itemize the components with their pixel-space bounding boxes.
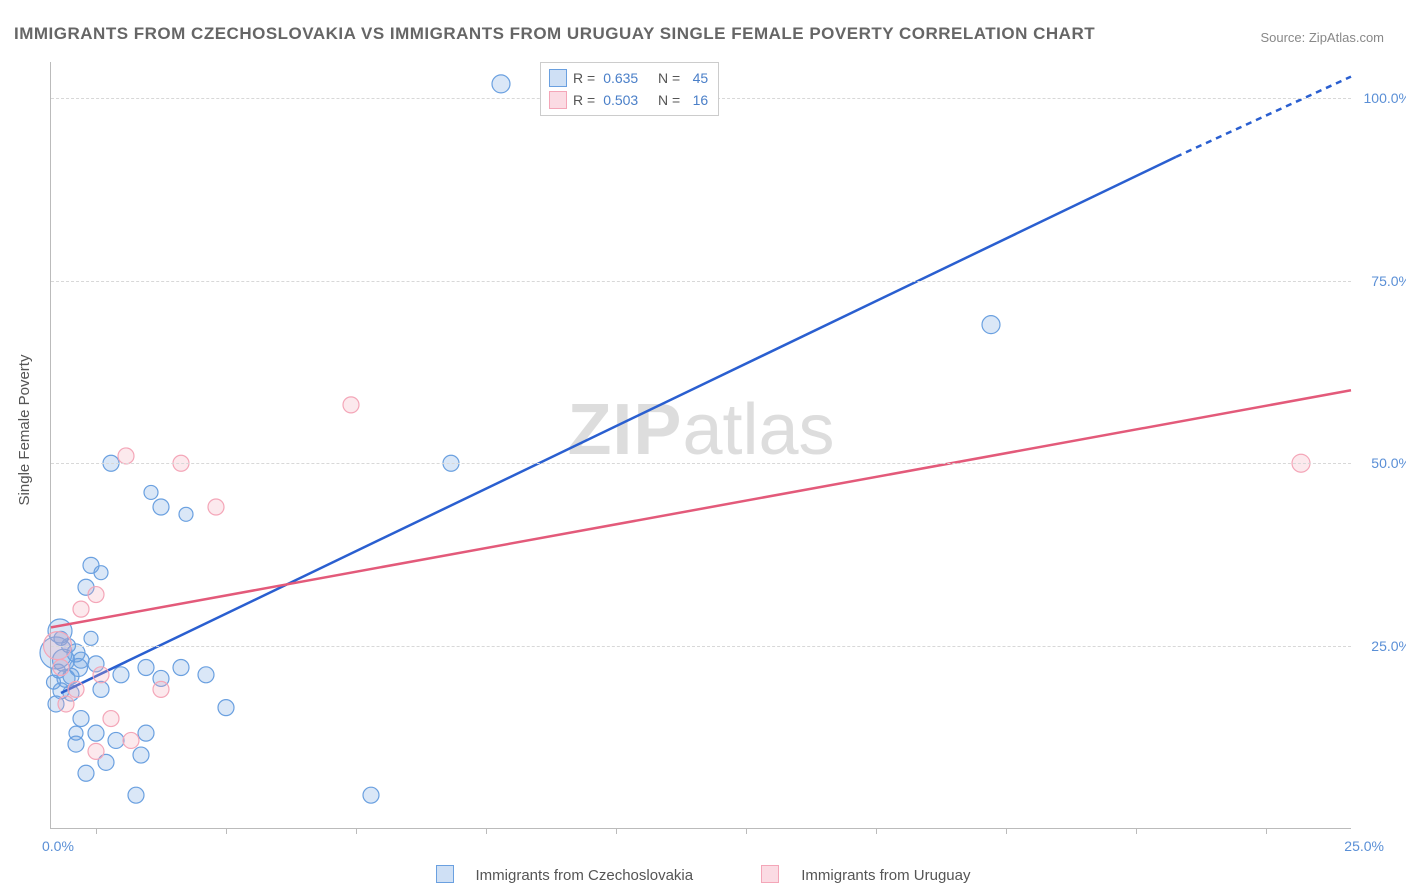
data-point (53, 660, 69, 676)
gridline (51, 281, 1351, 282)
trend-line-extrapolated (1176, 77, 1351, 157)
data-point (982, 316, 1000, 334)
data-point (73, 601, 89, 617)
y-axis-label: Single Female Poverty (16, 355, 33, 506)
data-point (128, 787, 144, 803)
y-tick-label: 100.0% (1356, 90, 1406, 106)
data-point (84, 631, 98, 645)
trend-line (61, 157, 1176, 693)
x-axis-min-label: 0.0% (42, 838, 74, 854)
page-title: IMMIGRANTS FROM CZECHOSLOVAKIA VS IMMIGR… (14, 24, 1095, 44)
data-point (198, 667, 214, 683)
data-point (179, 507, 193, 521)
chart-plot-area: ZIPatlas 25.0%50.0%75.0%100.0% (50, 62, 1351, 829)
data-point (88, 743, 104, 759)
data-point (88, 587, 104, 603)
data-point (218, 700, 234, 716)
trend-line (51, 390, 1351, 627)
legend-n-label: N = (658, 89, 680, 111)
data-point (108, 732, 124, 748)
series-legend: Immigrants from Czechoslovakia Immigrant… (0, 865, 1406, 884)
data-point (133, 747, 149, 763)
data-point (123, 732, 139, 748)
data-point (492, 75, 510, 93)
legend-item: Immigrants from Czechoslovakia (420, 867, 714, 884)
y-tick-label: 25.0% (1356, 638, 1406, 654)
legend-r-label: R = (573, 89, 595, 111)
y-tick-label: 75.0% (1356, 273, 1406, 289)
data-point (47, 675, 61, 689)
chart-svg (51, 62, 1351, 828)
data-point (138, 725, 154, 741)
legend-n-label: N = (658, 67, 680, 89)
data-point (144, 485, 158, 499)
gridline (51, 463, 1351, 464)
legend-row-series-1: R = 0.635 N = 45 (549, 67, 708, 89)
data-point (153, 499, 169, 515)
data-point (363, 787, 379, 803)
data-point (93, 667, 109, 683)
legend-n-value: 16 (688, 89, 708, 111)
data-point (69, 726, 83, 740)
x-tick (1006, 828, 1007, 834)
legend-item: Immigrants from Uruguay (745, 867, 986, 884)
data-point (68, 681, 84, 697)
legend-r-value: 0.635 (603, 67, 638, 89)
data-point (93, 681, 109, 697)
legend-row-series-2: R = 0.503 N = 16 (549, 89, 708, 111)
x-tick (1266, 828, 1267, 834)
x-tick (486, 828, 487, 834)
data-point (138, 660, 154, 676)
y-tick-label: 50.0% (1356, 455, 1406, 471)
x-tick (616, 828, 617, 834)
data-point (103, 711, 119, 727)
legend-r-value: 0.503 (603, 89, 638, 111)
data-point (73, 711, 89, 727)
legend-r-label: R = (573, 67, 595, 89)
swatch-icon (549, 69, 567, 87)
data-point (113, 667, 129, 683)
x-tick (1136, 828, 1137, 834)
gridline (51, 646, 1351, 647)
data-point (88, 725, 104, 741)
legend-label: Immigrants from Czechoslovakia (476, 867, 694, 884)
data-point (153, 681, 169, 697)
legend-n-value: 45 (688, 67, 708, 89)
legend-label: Immigrants from Uruguay (801, 867, 970, 884)
data-point (78, 765, 94, 781)
swatch-icon (436, 865, 454, 883)
x-tick (746, 828, 747, 834)
x-tick (876, 828, 877, 834)
data-point (118, 448, 134, 464)
x-axis-max-label: 25.0% (1344, 838, 1384, 854)
data-point (173, 660, 189, 676)
data-point (343, 397, 359, 413)
data-point (94, 566, 108, 580)
source-label: Source: ZipAtlas.com (1260, 30, 1384, 45)
x-tick (356, 828, 357, 834)
x-tick (96, 828, 97, 834)
data-point (73, 652, 89, 668)
x-tick (226, 828, 227, 834)
swatch-icon (761, 865, 779, 883)
swatch-icon (549, 91, 567, 109)
data-point (58, 696, 74, 712)
data-point (208, 499, 224, 515)
correlation-legend: R = 0.635 N = 45 R = 0.503 N = 16 (540, 62, 719, 116)
